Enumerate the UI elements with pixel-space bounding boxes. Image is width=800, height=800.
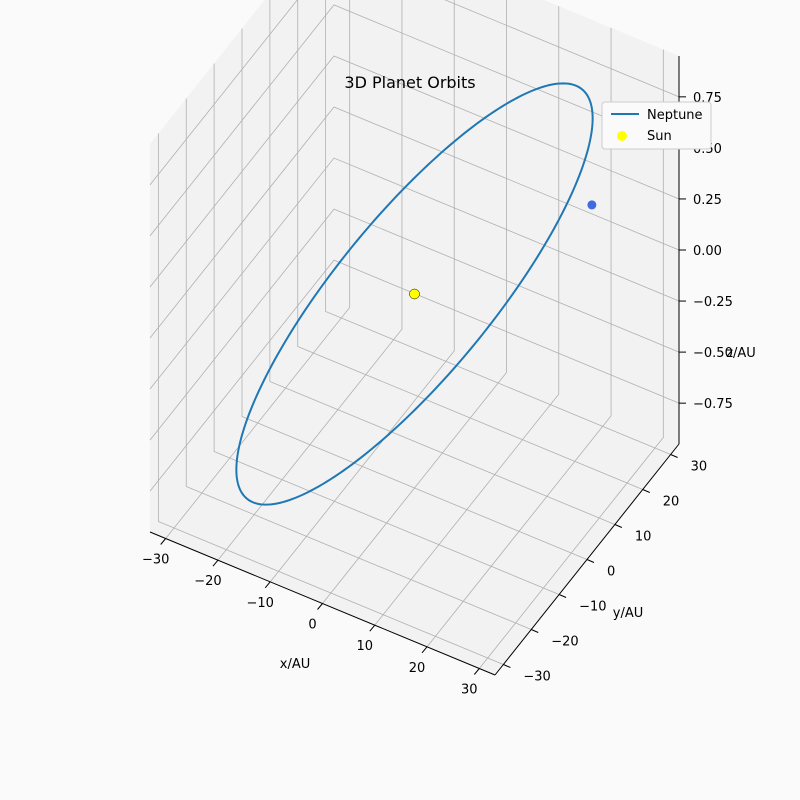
y-tick-mark-1 [531, 629, 539, 633]
y-tick-mark-4 [614, 524, 623, 528]
grid-z-0 [149, 259, 680, 492]
x-tick-mark-2 [264, 581, 271, 589]
x-tick-mark-3 [317, 603, 323, 610]
legend-sun-swatch [617, 131, 627, 141]
x-tick-label-5: 20 [409, 661, 426, 676]
x-tick-label-0: −30 [142, 553, 169, 568]
y-tick-mark-3 [586, 559, 595, 563]
legend-sun-label: Sun [647, 129, 672, 144]
grid-x-3 [322, 0, 507, 604]
grid-y-0 [157, 133, 504, 665]
x-tick-mark-1 [212, 559, 219, 567]
y-tick-mark-2 [558, 594, 567, 598]
legend: Neptune Sun [601, 101, 712, 150]
z-tick-label-4: 0.25 [693, 193, 722, 208]
grid-z-4 [149, 55, 680, 288]
y-tick-label-1: −20 [551, 635, 578, 650]
grid-y-3 [241, 28, 588, 560]
y-tick-label-4: 10 [635, 530, 652, 545]
grid-z-5 [149, 4, 680, 237]
y-tick-mark-0 [503, 664, 511, 668]
grid-x-6 [479, 49, 664, 669]
y-tick-mark-6 [670, 454, 678, 458]
grid-y-2 [213, 63, 560, 595]
grid-x-4 [374, 6, 560, 626]
x-tick-mark-4 [369, 624, 376, 632]
x-tick-label-2: −10 [247, 596, 274, 611]
grid-z-3 [149, 106, 680, 339]
z-axis-label: z/AU [726, 346, 756, 361]
y-tick-label-0: −30 [523, 670, 550, 685]
x-tick-mark-6 [473, 668, 480, 675]
grid-z-6 [149, 0, 680, 186]
z-tick-label-1: −0.50 [693, 346, 733, 361]
axis-panes [150, 0, 679, 675]
tick-labels: −30 −20 −10 0 10 20 30 −30 −20 −10 0 10 20 30 −0.75 −0.… [142, 91, 733, 698]
y-tick-mark-5 [642, 489, 650, 493]
x-axis-label: x/AU [280, 657, 310, 672]
x-tick-label-3: 0 [308, 618, 316, 633]
grid-x-2 [269, 0, 455, 583]
grid-y-1 [185, 98, 532, 630]
x-tick-mark-0 [160, 538, 167, 545]
legend-neptune-label: Neptune [647, 108, 703, 123]
neptune-position-point [587, 200, 597, 210]
grid-z-2 [149, 157, 680, 390]
y-axis-label: y/AU [613, 606, 643, 621]
sun-point [409, 288, 420, 300]
grid-lines [149, 0, 680, 669]
x-tick-label-1: −20 [194, 574, 221, 589]
grid-x-1 [217, 0, 403, 561]
chart-title: 3D Planet Orbits [344, 73, 475, 92]
z-tick-label-3: 0.00 [693, 244, 722, 259]
grid-x-5 [426, 27, 612, 648]
grid-y-6 [325, 0, 671, 455]
grid-x-0 [165, 0, 351, 539]
x-tick-label-4: 10 [356, 639, 373, 654]
neptune-orbit-line [235, 82, 594, 506]
x-tick-mark-5 [421, 646, 428, 654]
series-layer [235, 82, 597, 506]
grid-z-1 [149, 208, 680, 441]
y-tick-label-6: 30 [691, 460, 708, 475]
y-tick-label-2: −10 [579, 600, 606, 615]
x-tick-label-6: 30 [461, 683, 478, 698]
y-tick-label-3: 0 [607, 565, 615, 580]
z-tick-label-2: −0.25 [693, 295, 733, 310]
grid-y-4 [269, 0, 616, 525]
z-tick-label-0: −0.75 [693, 397, 733, 412]
grid-y-5 [297, 0, 643, 490]
y-tick-label-5: 20 [663, 495, 680, 510]
